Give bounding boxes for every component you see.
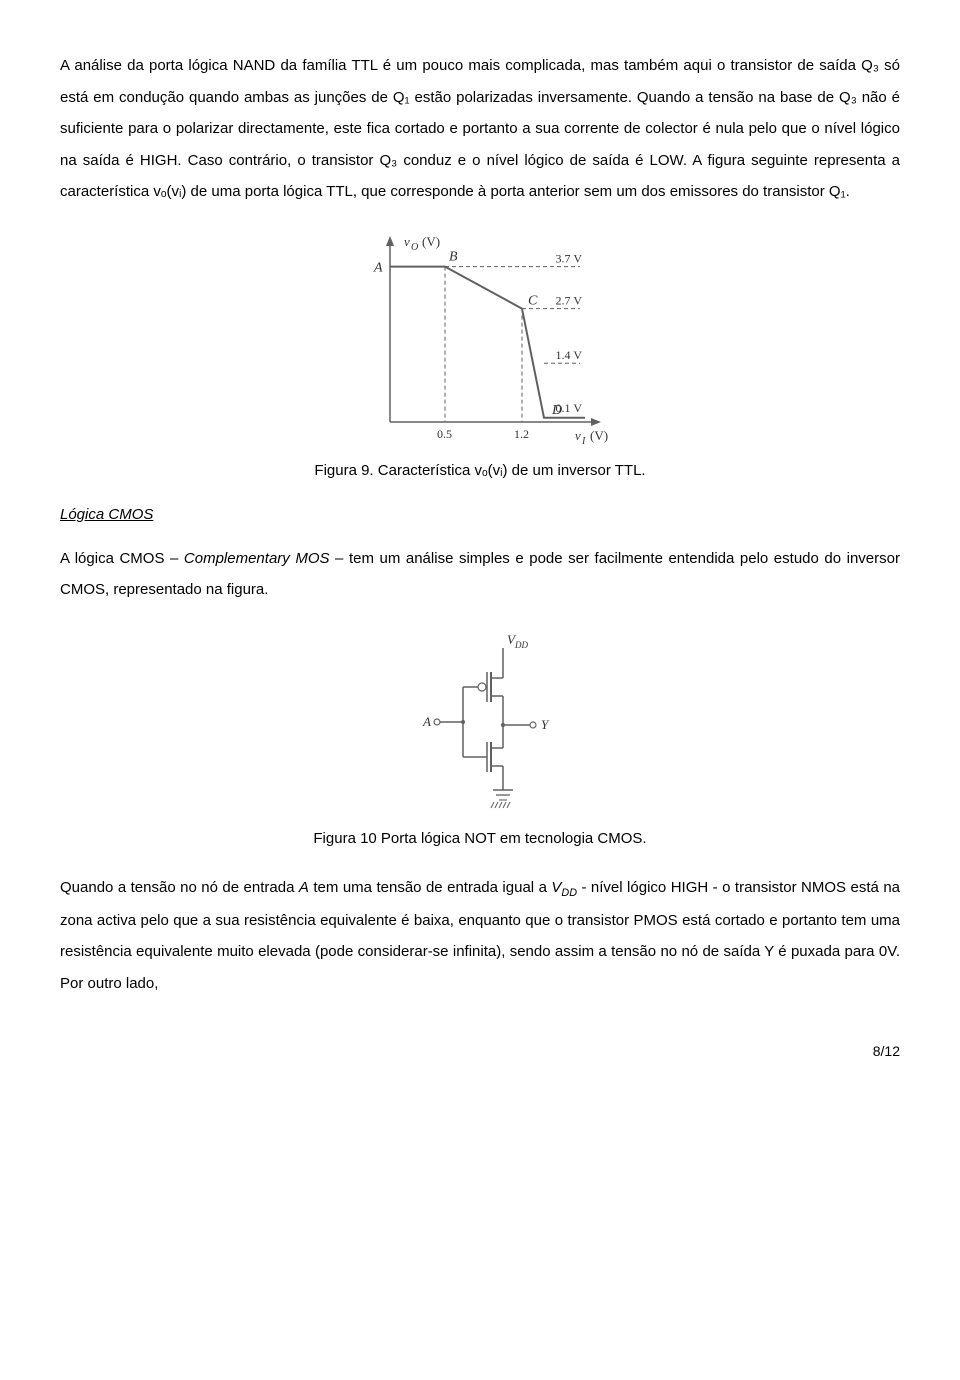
- svg-text:2.7 V: 2.7 V: [556, 293, 583, 307]
- svg-text:(V): (V): [590, 428, 608, 443]
- para3-a: Quando a tensão no nó de entrada: [60, 879, 299, 896]
- figure-2-caption: Figura 10 Porta lógica NOT em tecnologia…: [60, 828, 900, 851]
- svg-text:v: v: [404, 234, 410, 249]
- svg-text:I: I: [581, 436, 586, 447]
- svg-text:DD: DD: [514, 640, 528, 650]
- page-number: 8/12: [60, 1037, 900, 1066]
- svg-text:v: v: [575, 428, 581, 443]
- svg-text:(V): (V): [422, 234, 440, 249]
- figure-2-svg: VDDYA: [390, 630, 570, 820]
- para3-e: DD: [561, 887, 577, 899]
- svg-text:1.4 V: 1.4 V: [556, 348, 583, 362]
- svg-text:1.2: 1.2: [514, 427, 529, 441]
- svg-text:Y: Y: [541, 717, 550, 732]
- svg-text:3.7 V: 3.7 V: [556, 251, 583, 265]
- paragraph-1: A análise da porta lógica NAND da famíli…: [60, 50, 900, 208]
- para3-b: A: [299, 879, 309, 896]
- section-heading-cmos: Lógica CMOS: [60, 504, 900, 527]
- svg-text:C: C: [528, 293, 538, 308]
- svg-text:A: A: [373, 260, 383, 275]
- figure-1-caption: Figura 9. Característica vₒ(vᵢ) de um in…: [60, 460, 900, 483]
- para3-d: V: [551, 879, 561, 896]
- svg-text:0.5: 0.5: [437, 427, 452, 441]
- para2-a: A lógica CMOS –: [60, 550, 184, 567]
- svg-text:0.1 V: 0.1 V: [556, 400, 583, 414]
- svg-text:B: B: [449, 249, 458, 264]
- svg-text:A: A: [422, 714, 431, 729]
- para2-b: Complementary MOS: [184, 550, 330, 567]
- paragraph-2: A lógica CMOS – Complementary MOS – tem …: [60, 543, 900, 606]
- figure-2-container: VDDYA: [60, 630, 900, 820]
- para3-c: tem uma tensão de entrada igual a: [309, 879, 551, 896]
- figure-1-container: vO(V)vI(V)ABCD0.51.23.7 V2.7 V1.4 V0.1 V: [60, 232, 900, 452]
- svg-text:O: O: [411, 242, 418, 253]
- figure-1-svg: vO(V)vI(V)ABCD0.51.23.7 V2.7 V1.4 V0.1 V: [350, 232, 610, 452]
- paragraph-3: Quando a tensão no nó de entrada A tem u…: [60, 872, 900, 999]
